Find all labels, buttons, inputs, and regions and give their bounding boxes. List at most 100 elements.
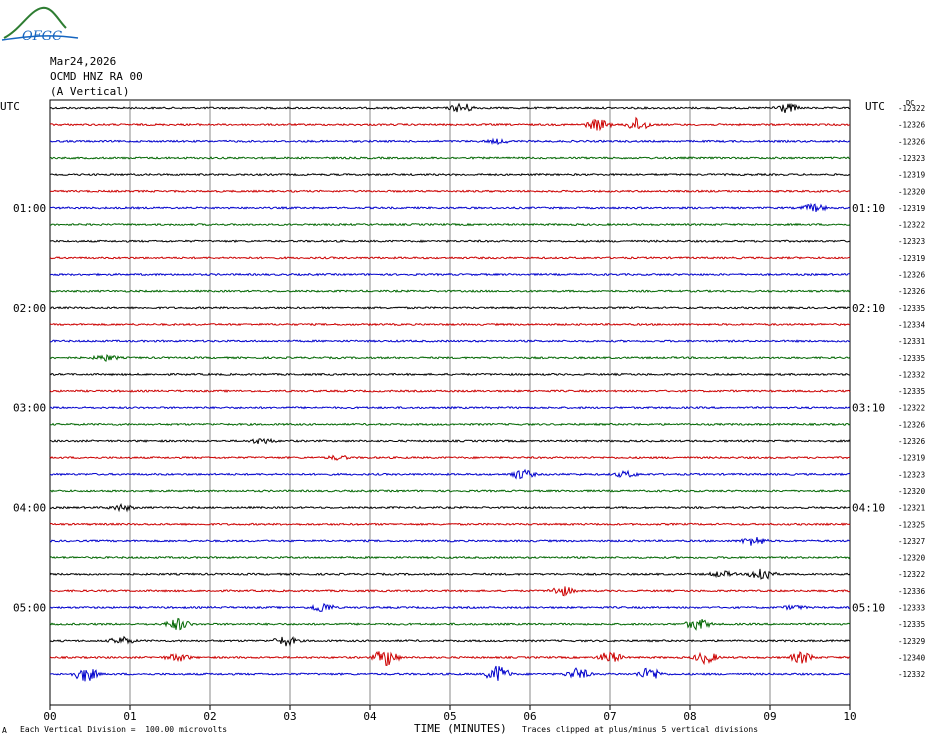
seismic-trace	[49, 536, 850, 546]
logo-text: OFGC	[22, 29, 62, 44]
seismic-trace	[49, 503, 851, 513]
dc-offset-label: -12323	[898, 237, 925, 246]
dc-offset-label: -12334	[898, 320, 926, 329]
dc-offset-label: -12320	[898, 187, 926, 196]
seismic-trace	[49, 522, 851, 527]
seismic-trace	[49, 617, 851, 631]
x-tick-label: 01	[123, 710, 136, 723]
x-tick-label: 10	[843, 710, 856, 723]
seismic-trace	[49, 172, 851, 177]
left-time-label: 04:00	[13, 502, 46, 515]
dc-offset-label: -12332	[898, 670, 925, 679]
dc-offset-label: -12326	[898, 437, 926, 446]
left-time-label: 01:00	[13, 202, 46, 215]
dc-offset-label: -12331	[898, 337, 925, 346]
seismic-trace	[49, 289, 851, 293]
left-time-label: 02:00	[13, 302, 46, 315]
dc-offset-label: -12332	[898, 370, 925, 379]
seismic-trace	[49, 437, 851, 445]
dc-offset-label: -12340	[898, 653, 926, 662]
station-code: OCMD HNZ RA 00	[50, 70, 143, 83]
dc-offset-label: -12322	[898, 104, 925, 113]
dc-offset-label: -12326	[898, 137, 926, 146]
seismic-trace	[49, 568, 851, 580]
right-time-label: 01:10	[852, 202, 885, 215]
seismic-trace	[49, 239, 851, 244]
seismic-trace	[49, 635, 851, 648]
left-utc-label: UTC	[0, 100, 20, 113]
left-time-label: 03:00	[13, 402, 46, 415]
dc-offset-label: -12322	[898, 570, 925, 579]
x-tick-label: 08	[683, 710, 696, 723]
x-tick-label: 00	[43, 710, 56, 723]
seismic-trace	[49, 202, 851, 213]
dc-offset-label: -12319	[898, 454, 925, 463]
seismic-trace	[49, 256, 851, 260]
right-utc-label: UTC	[865, 100, 885, 113]
dc-offset-label: -12319	[898, 204, 925, 213]
x-tick-label: 02	[203, 710, 216, 723]
seismic-trace	[49, 137, 851, 146]
x-tick-label: 05	[443, 710, 456, 723]
seismic-trace	[49, 651, 851, 666]
dc-offset-label: -12326	[898, 287, 926, 296]
dc-offset-label: -12333	[898, 604, 925, 613]
x-axis-label: TIME (MINUTES)	[414, 722, 507, 735]
dc-offset-label: -12335	[898, 354, 925, 363]
dc-offset-label: -12335	[898, 387, 925, 396]
x-tick-label: 09	[763, 710, 776, 723]
seismic-trace	[49, 372, 851, 377]
dc-offset-label: -12335	[898, 620, 925, 629]
scale-note: Each Vertical Division = 100.00 microvol…	[20, 725, 228, 734]
seismic-trace	[49, 586, 851, 597]
seismic-trace	[50, 405, 851, 410]
dc-header-label: DC	[906, 99, 914, 107]
right-time-label: 04:10	[852, 502, 885, 515]
dc-offset-label: -12327	[898, 537, 925, 546]
seismic-trace	[49, 272, 851, 277]
seismic-trace	[49, 116, 851, 132]
dc-offset-label: -12326	[898, 271, 926, 280]
component-label: (A Vertical)	[50, 85, 130, 98]
dc-offset-label: -12323	[898, 154, 925, 163]
seismic-trace	[49, 305, 851, 310]
dc-offset-label: -12325	[898, 520, 925, 529]
dc-offset-label: -12323	[898, 470, 925, 479]
dc-offset-label: -12322	[898, 221, 925, 230]
seismic-trace	[49, 389, 851, 393]
seismic-trace	[50, 156, 851, 160]
dc-offset-label: -12319	[898, 171, 925, 180]
seismic-trace	[49, 468, 850, 480]
x-tick-label: 07	[603, 710, 616, 723]
record-date: Mar24,2026	[50, 55, 117, 68]
right-time-label: 02:10	[852, 302, 885, 315]
clip-note: Traces clipped at plus/minus 5 vertical …	[522, 725, 759, 734]
left-time-label: 05:00	[13, 602, 46, 615]
dc-offset-label: -12320	[898, 487, 926, 496]
seismic-trace	[49, 454, 851, 461]
dc-offset-label: -12322	[898, 404, 925, 413]
right-time-label: 03:10	[852, 402, 885, 415]
dc-offset-label: -12336	[898, 587, 926, 596]
dc-offset-label: -12319	[898, 254, 925, 263]
seismic-trace	[49, 602, 851, 612]
seismic-trace	[49, 189, 851, 194]
dc-offset-label: -12321	[898, 504, 925, 513]
seismic-trace	[49, 422, 851, 427]
seismic-trace	[49, 339, 851, 343]
right-time-label: 05:10	[852, 602, 885, 615]
dc-offset-label: -12326	[898, 121, 926, 130]
ofgc-logo: OFGC	[1, 6, 79, 44]
dc-offset-label: -12329	[898, 637, 925, 646]
dc-offset-label: -12335	[898, 304, 925, 313]
x-tick-label: 03	[283, 710, 296, 723]
seismic-trace	[49, 489, 851, 493]
seismic-trace	[49, 222, 851, 227]
seismic-trace	[49, 102, 851, 114]
x-tick-label: 04	[363, 710, 377, 723]
dc-offset-label: -12320	[898, 554, 926, 563]
seismic-trace	[49, 555, 851, 560]
corner-mark: A	[2, 726, 7, 735]
x-tick-label: 06	[523, 710, 536, 723]
